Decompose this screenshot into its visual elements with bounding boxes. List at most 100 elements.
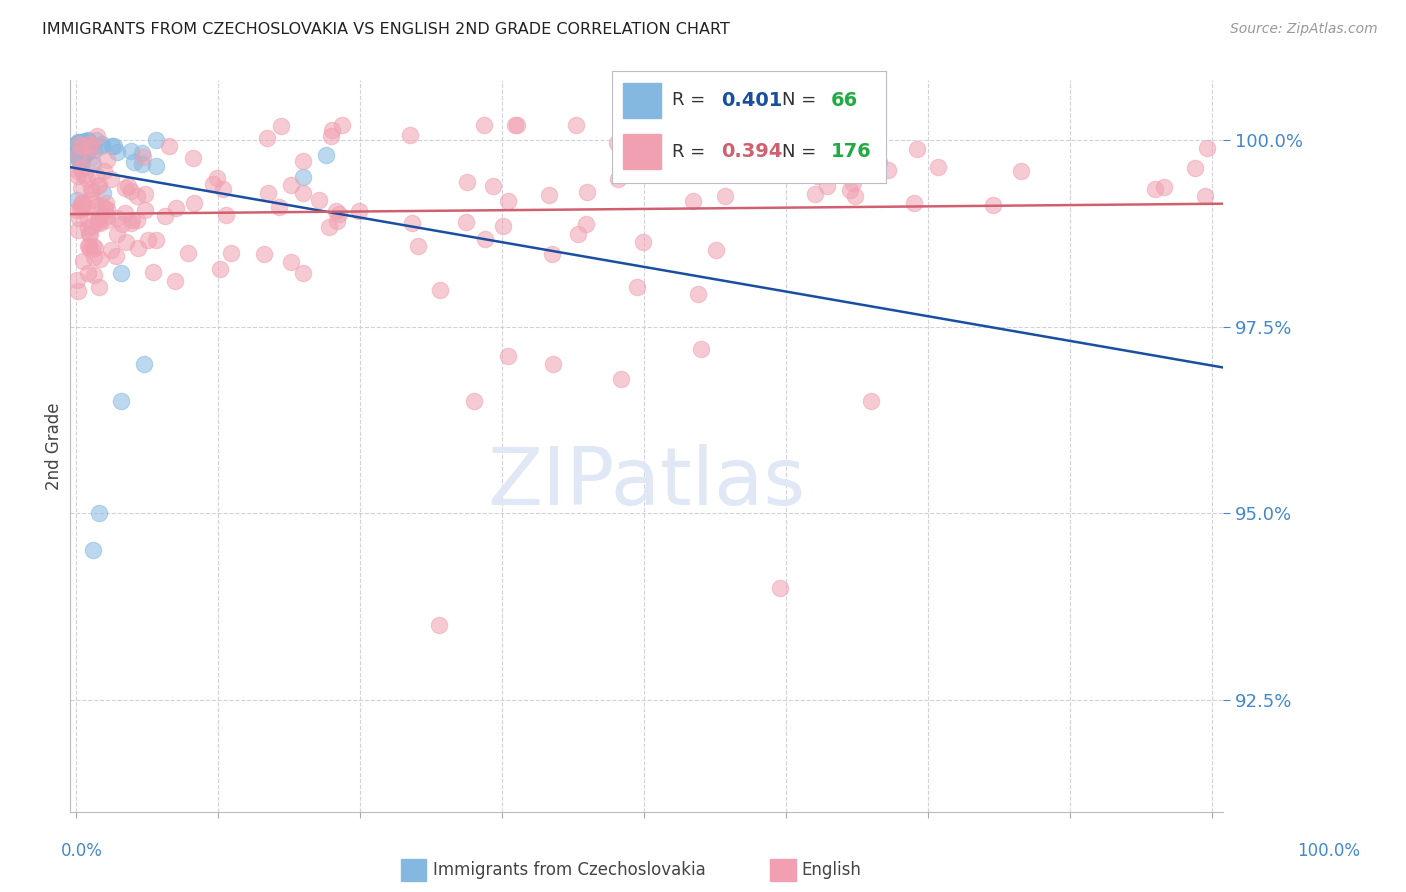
- Point: [70, 161, 93, 176]
- Point: [80, 185, 103, 199]
- Point: [252, 247, 274, 261]
- Point: [70, 138, 93, 153]
- Point: [181, 151, 204, 165]
- Point: [69, 161, 91, 175]
- Point: [76, 143, 98, 157]
- Point: [67, 153, 90, 168]
- Point: [209, 262, 232, 277]
- Point: [626, 118, 648, 132]
- Point: [315, 148, 337, 162]
- Point: [704, 243, 727, 257]
- Text: Source: ZipAtlas.com: Source: ZipAtlas.com: [1230, 22, 1378, 37]
- Point: [682, 194, 704, 209]
- Text: 100.0%: 100.0%: [1298, 842, 1360, 860]
- Point: [114, 206, 136, 220]
- Point: [121, 212, 143, 227]
- Point: [70, 137, 93, 152]
- Point: [686, 287, 709, 301]
- Point: [70, 138, 93, 153]
- Point: [620, 118, 643, 132]
- Point: [115, 235, 138, 249]
- Point: [127, 213, 149, 227]
- Point: [77, 212, 100, 227]
- Point: [120, 185, 142, 199]
- Point: [406, 239, 429, 253]
- Point: [429, 618, 451, 632]
- Point: [67, 223, 90, 237]
- Point: [80, 152, 103, 166]
- Point: [66, 193, 89, 207]
- Point: [454, 215, 477, 229]
- Point: [86, 133, 108, 147]
- Point: [69, 197, 91, 211]
- Point: [176, 246, 198, 260]
- Point: [72, 136, 94, 150]
- Point: [87, 198, 110, 212]
- Point: [142, 265, 165, 279]
- Point: [80, 182, 103, 196]
- Point: [321, 123, 343, 137]
- Point: [1195, 141, 1218, 155]
- Point: [702, 151, 724, 165]
- Point: [96, 202, 118, 216]
- Point: [799, 147, 821, 161]
- Point: [326, 214, 349, 228]
- Point: [75, 134, 97, 148]
- Point: [79, 242, 101, 256]
- Point: [67, 135, 90, 149]
- Point: [463, 394, 485, 409]
- Point: [401, 216, 423, 230]
- Point: [86, 168, 108, 182]
- Point: [349, 204, 371, 219]
- Point: [631, 235, 654, 250]
- Point: [503, 118, 526, 132]
- Point: [134, 357, 156, 371]
- Point: [91, 199, 114, 213]
- Point: [120, 145, 142, 159]
- Point: [212, 182, 235, 196]
- Bar: [623, 83, 661, 119]
- Point: [69, 141, 91, 155]
- Point: [67, 169, 90, 184]
- Point: [792, 131, 814, 145]
- Point: [105, 145, 128, 160]
- Point: [93, 202, 115, 216]
- Point: [506, 118, 529, 132]
- Point: [325, 204, 347, 219]
- Point: [87, 178, 110, 192]
- Point: [83, 250, 105, 264]
- Point: [481, 179, 503, 194]
- Point: [114, 181, 136, 195]
- Point: [145, 133, 167, 147]
- Point: [76, 220, 98, 235]
- Point: [67, 211, 90, 225]
- Point: [567, 227, 589, 241]
- Point: [491, 219, 513, 233]
- Point: [93, 164, 115, 178]
- Point: [803, 186, 825, 201]
- Point: [472, 118, 495, 132]
- Point: [72, 143, 94, 157]
- Point: [132, 150, 155, 164]
- Point: [564, 118, 586, 132]
- Text: N =: N =: [782, 91, 821, 110]
- Point: [67, 136, 90, 151]
- Point: [72, 197, 94, 211]
- Point: [328, 207, 350, 221]
- Point: [695, 118, 717, 132]
- Point: [844, 188, 866, 202]
- Point: [72, 142, 94, 156]
- Point: [76, 267, 98, 281]
- Point: [86, 129, 108, 144]
- Point: [82, 157, 104, 171]
- Point: [70, 196, 93, 211]
- Point: [689, 342, 711, 356]
- Point: [267, 200, 290, 214]
- Point: [280, 178, 302, 192]
- Text: N =: N =: [782, 143, 821, 161]
- Point: [84, 241, 107, 255]
- Text: 66: 66: [831, 91, 858, 110]
- Point: [76, 135, 98, 149]
- Point: [66, 148, 89, 162]
- Point: [280, 255, 302, 269]
